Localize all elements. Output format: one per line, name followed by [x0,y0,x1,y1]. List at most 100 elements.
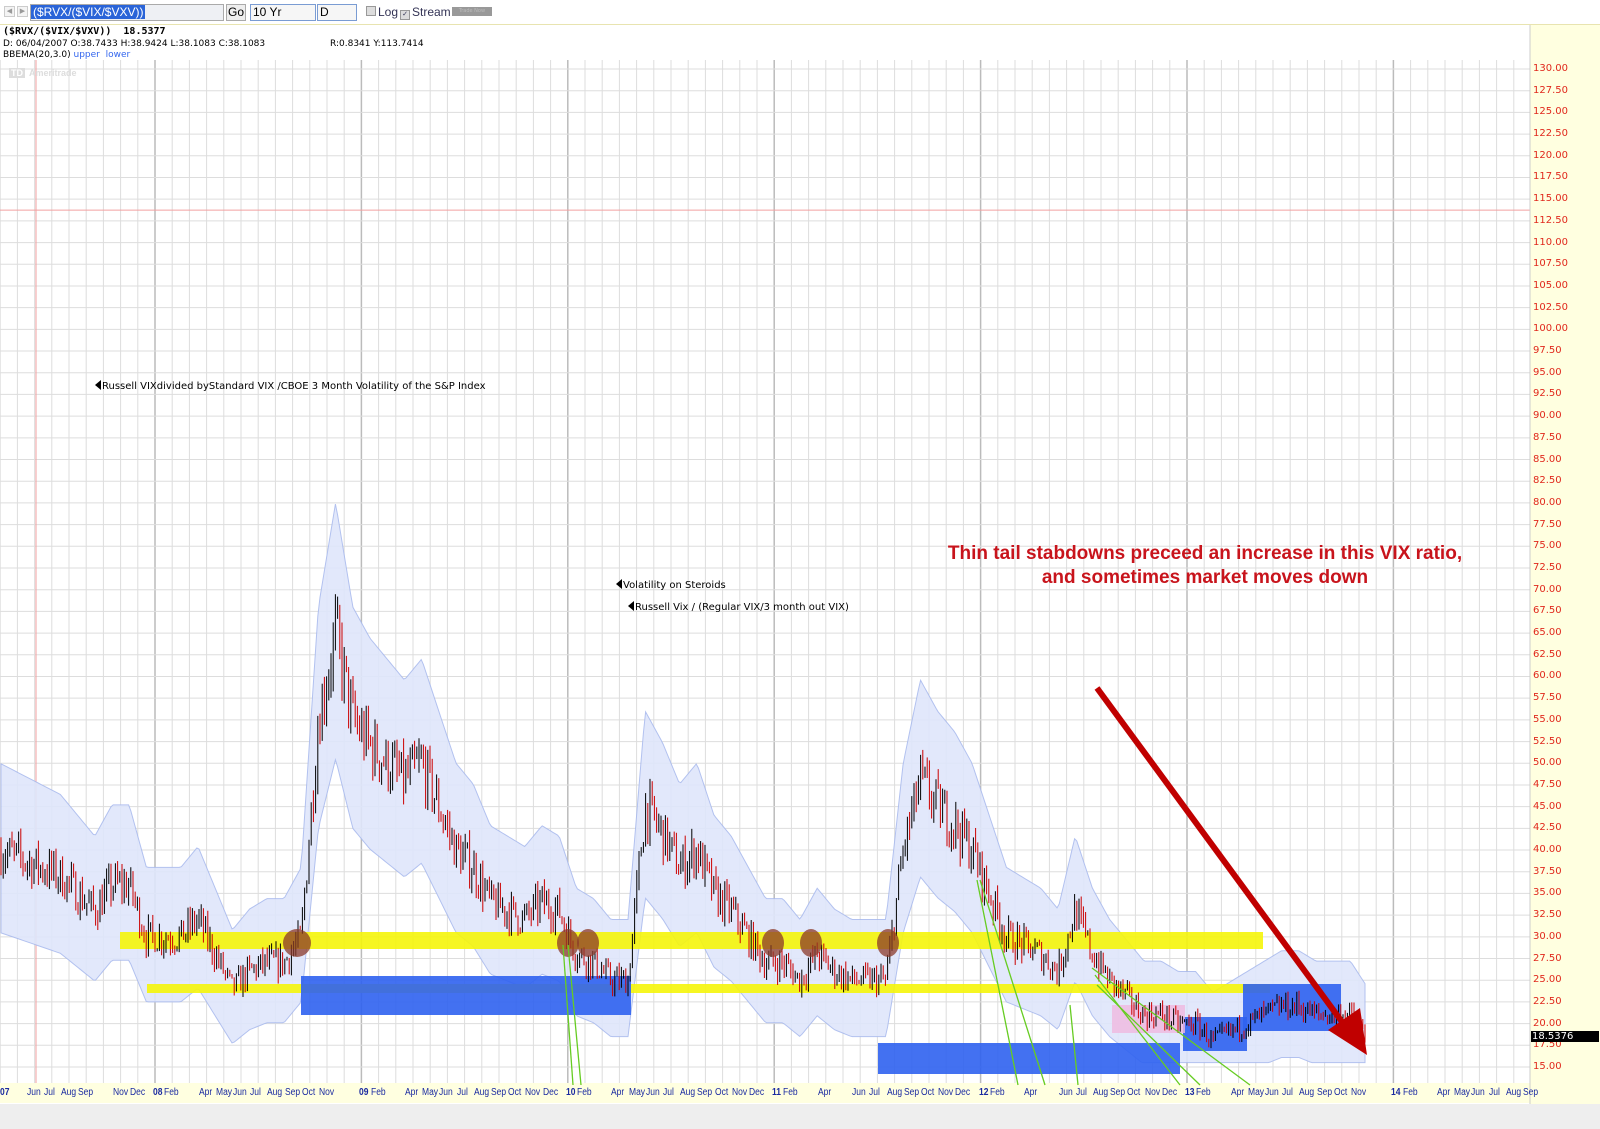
trade-now-button[interactable]: Trade Now [452,7,492,16]
stream-checkbox[interactable]: ✓ Stream [400,5,451,20]
trend-line [1091,967,1251,1086]
x-tick-label: May [628,1087,645,1098]
y-tick-label: 37.50 [1533,865,1562,877]
trend-line [1069,1004,1079,1086]
y-tick-label: 82.50 [1533,475,1562,487]
highlight-blue-box [1243,984,1341,1031]
interval-select[interactable]: D [317,4,357,21]
x-tick-label: 14 [1391,1087,1401,1098]
x-tick-label: Nov [1351,1087,1367,1098]
symbol-text: ($RVX/($VIX/$VXV)) [31,5,146,19]
y-tick-label: 122.50 [1533,128,1568,140]
y-tick-label: 100.00 [1533,323,1568,335]
x-tick-label: 10 [565,1087,576,1098]
x-tick-label: Feb [989,1087,1005,1098]
x-tick-label: 11 [772,1087,782,1098]
x-tick-label: Dec [955,1087,971,1098]
x-tick-label: Sep [284,1087,300,1098]
y-tick-label: 97.50 [1533,345,1562,357]
x-tick-label: May [215,1087,232,1098]
y-tick-label: 80.00 [1533,496,1562,508]
x-tick-label: Apr [1437,1087,1451,1098]
x-tick-label: Sep [697,1087,713,1098]
highlight-yellow-lower [147,984,1270,993]
trend-line [976,879,1019,1086]
y-tick-label: 52.50 [1533,735,1562,747]
legend-upper: upper [73,50,100,60]
x-tick-label: Oct [921,1087,935,1098]
x-tick-label: Nov [112,1087,128,1098]
legend-lower: lower [105,50,131,60]
x-tick-label: Aug [1505,1087,1521,1098]
y-tick-label: 130.00 [1533,63,1568,74]
ameritrade-logo: TD Ameritrade [9,68,77,78]
annotation-note: Russell VIXdivided byStandard VIX /CBOE … [95,380,486,392]
x-tick-label: May [1247,1087,1264,1098]
go-button[interactable]: Go [226,4,246,21]
forward-icon[interactable]: ▶ [17,6,28,17]
x-tick-label: Aug [1299,1087,1315,1098]
log-checkbox[interactable]: Log [366,5,398,19]
x-tick-label: 12 [978,1087,989,1098]
highlight-yellow-upper [120,932,1263,949]
x-tick-label: Apr [1024,1087,1038,1098]
x-tick-label: Jul [1488,1087,1500,1098]
y-tick-label: 15.00 [1533,1061,1562,1072]
x-tick-label: Aug [267,1087,283,1098]
x-tick-label: Aug [1093,1087,1109,1098]
arrow-shaft [1094,686,1351,1032]
y-tick-label: 117.50 [1533,171,1568,183]
annotation-note: Volatility on Steroids [616,579,726,591]
back-icon[interactable]: ◀ [4,6,15,17]
y-tick-label: 115.00 [1533,193,1568,205]
y-tick-label: 55.00 [1533,713,1562,725]
x-tick-label: 13 [1185,1087,1195,1098]
y-tick-label: 67.50 [1533,605,1562,617]
period-select[interactable]: 10 Yr [250,4,316,21]
x-tick-label: Sep [1110,1087,1126,1098]
trend-line [1096,984,1201,1086]
x-tick-label: Jun [852,1087,866,1098]
x-tick-label: Oct [301,1087,316,1098]
x-tick-label: Nov [938,1087,954,1098]
x-tick-label: Apr [817,1087,832,1098]
x-tick-label: Jun [645,1087,660,1098]
y-tick-label: 47.50 [1533,778,1562,790]
y-tick-label: 35.00 [1533,887,1562,899]
x-tick-label: Dec [129,1087,145,1098]
scrollbar[interactable] [0,1104,1600,1129]
x-tick-label: Jul [250,1087,262,1098]
arrow-head [1328,1008,1367,1055]
x-tick-label: Nov [525,1087,541,1098]
y-tick-label: 75.00 [1533,540,1562,552]
x-tick-label: Sep [491,1087,507,1098]
stream-label: Stream [412,5,451,19]
x-tick-label: Feb [370,1087,386,1098]
y-tick-label: 60.00 [1533,670,1562,682]
highlight-blue-box [1183,1017,1247,1051]
y-tick-label: 65.00 [1533,627,1562,639]
highlight-circle [577,929,599,957]
x-tick-label: Jun [439,1087,454,1098]
x-tick-label: Jun [26,1087,41,1098]
trend-line [979,879,1046,1086]
indicator-name: BBEMA(20,3.0) [3,50,71,60]
cursor-readout: R:0.8341 Y:113.7414 [330,39,424,49]
toolbar: ◀ ▶ ($RVX/($VIX/$VXV)) Go 10 Yr D Log ✓ S… [0,0,1600,25]
x-tick-label: Sep [1316,1087,1332,1098]
highlight-circle [283,929,311,957]
overlay-layer [283,686,1367,1086]
y-tick-label: 105.00 [1533,279,1568,291]
y-tick-label: 102.50 [1533,301,1568,313]
x-tick-label: Jun [1471,1087,1486,1098]
y-tick-label: 120.00 [1533,149,1568,161]
symbol-input[interactable]: ($RVX/($VIX/$VXV)) [30,4,224,21]
x-tick-label: Oct [714,1087,728,1098]
x-tick-label: Dec [542,1087,558,1098]
indicator-legend: BBEMA(20,3.0) upper lower [3,50,130,60]
x-tick-label: Sep [78,1087,94,1098]
highlight-circle [877,929,899,957]
y-tick-label: 110.00 [1533,236,1568,248]
x-tick-label: Oct [1127,1087,1141,1098]
y-tick-label: 70.00 [1533,583,1562,595]
